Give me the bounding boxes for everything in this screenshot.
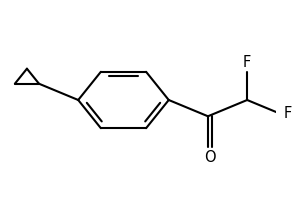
- Text: F: F: [243, 55, 251, 70]
- Text: O: O: [204, 150, 215, 165]
- Text: F: F: [284, 106, 292, 121]
